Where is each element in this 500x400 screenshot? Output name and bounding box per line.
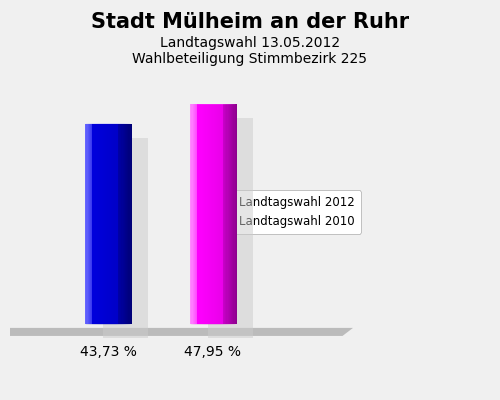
Bar bbox=[131, 124, 132, 324]
Bar bbox=[120, 124, 122, 324]
Bar bbox=[110, 124, 111, 324]
Bar bbox=[230, 104, 232, 324]
Bar bbox=[220, 104, 221, 324]
Bar bbox=[106, 124, 108, 324]
Bar bbox=[220, 104, 222, 324]
Text: Landtagswahl 13.05.2012: Landtagswahl 13.05.2012 bbox=[160, 36, 340, 50]
Bar bbox=[217, 104, 218, 324]
Bar bbox=[214, 104, 215, 324]
Bar bbox=[208, 104, 209, 324]
Bar bbox=[197, 104, 198, 324]
Bar bbox=[128, 124, 130, 324]
Bar bbox=[234, 104, 236, 324]
Bar bbox=[105, 124, 106, 324]
Bar bbox=[192, 104, 194, 324]
Bar bbox=[214, 104, 216, 324]
Bar bbox=[98, 124, 100, 324]
Polygon shape bbox=[0, 328, 353, 336]
Bar bbox=[108, 124, 109, 324]
Bar bbox=[216, 104, 218, 324]
Bar bbox=[223, 104, 224, 324]
Bar bbox=[88, 124, 89, 324]
Bar bbox=[194, 104, 195, 324]
Bar bbox=[97, 124, 98, 324]
Bar bbox=[94, 124, 95, 324]
Bar bbox=[96, 124, 97, 324]
Text: 47,95 %: 47,95 % bbox=[184, 345, 242, 359]
Text: 43,73 %: 43,73 % bbox=[80, 345, 136, 359]
Bar bbox=[117, 124, 118, 324]
Bar bbox=[111, 124, 112, 324]
Bar bbox=[203, 104, 204, 324]
Text: Wahlbeteiligung Stimmbezirk 225: Wahlbeteiligung Stimmbezirk 225 bbox=[132, 52, 368, 66]
Bar bbox=[190, 104, 192, 324]
Bar bbox=[228, 104, 230, 324]
Bar bbox=[232, 104, 234, 324]
Bar bbox=[196, 104, 198, 324]
Bar bbox=[231, 104, 232, 324]
Bar bbox=[222, 104, 223, 324]
Bar bbox=[125, 124, 126, 324]
Bar bbox=[224, 104, 226, 324]
Bar bbox=[122, 124, 124, 324]
Bar bbox=[114, 124, 116, 324]
Bar bbox=[130, 124, 131, 324]
Bar bbox=[91, 124, 92, 324]
Bar bbox=[89, 124, 90, 324]
Bar bbox=[99, 124, 100, 324]
Bar bbox=[228, 104, 229, 324]
Bar bbox=[122, 124, 123, 324]
Bar bbox=[108, 124, 110, 324]
Bar bbox=[100, 124, 102, 324]
Bar bbox=[104, 124, 106, 324]
Bar bbox=[202, 104, 203, 324]
Bar bbox=[92, 124, 94, 324]
Bar bbox=[206, 104, 207, 324]
Bar bbox=[86, 124, 88, 324]
Bar bbox=[124, 124, 125, 324]
Text: Stadt Mülheim an der Ruhr: Stadt Mülheim an der Ruhr bbox=[91, 12, 409, 32]
Bar bbox=[200, 104, 201, 324]
Bar bbox=[198, 104, 200, 324]
Bar bbox=[126, 124, 128, 324]
Bar bbox=[209, 104, 210, 324]
Bar bbox=[204, 104, 206, 324]
Bar bbox=[218, 104, 220, 324]
Bar bbox=[211, 104, 212, 324]
Bar bbox=[206, 104, 208, 324]
Bar bbox=[212, 104, 214, 324]
Bar bbox=[226, 104, 228, 324]
Bar bbox=[102, 124, 103, 324]
Bar bbox=[210, 104, 212, 324]
Bar bbox=[103, 124, 104, 324]
Bar bbox=[195, 104, 196, 324]
Bar bbox=[234, 104, 235, 324]
Bar bbox=[119, 124, 120, 324]
Bar bbox=[192, 104, 193, 324]
Bar bbox=[112, 124, 114, 324]
Bar bbox=[118, 124, 120, 324]
Bar bbox=[225, 104, 226, 324]
Polygon shape bbox=[208, 118, 254, 338]
Legend: Landtagswahl 2012, Landtagswahl 2010: Landtagswahl 2012, Landtagswahl 2010 bbox=[206, 190, 361, 234]
Bar bbox=[236, 104, 237, 324]
Bar bbox=[94, 124, 96, 324]
Bar bbox=[127, 124, 128, 324]
Bar bbox=[200, 104, 202, 324]
Polygon shape bbox=[103, 138, 148, 338]
Bar bbox=[90, 124, 92, 324]
Bar bbox=[116, 124, 117, 324]
